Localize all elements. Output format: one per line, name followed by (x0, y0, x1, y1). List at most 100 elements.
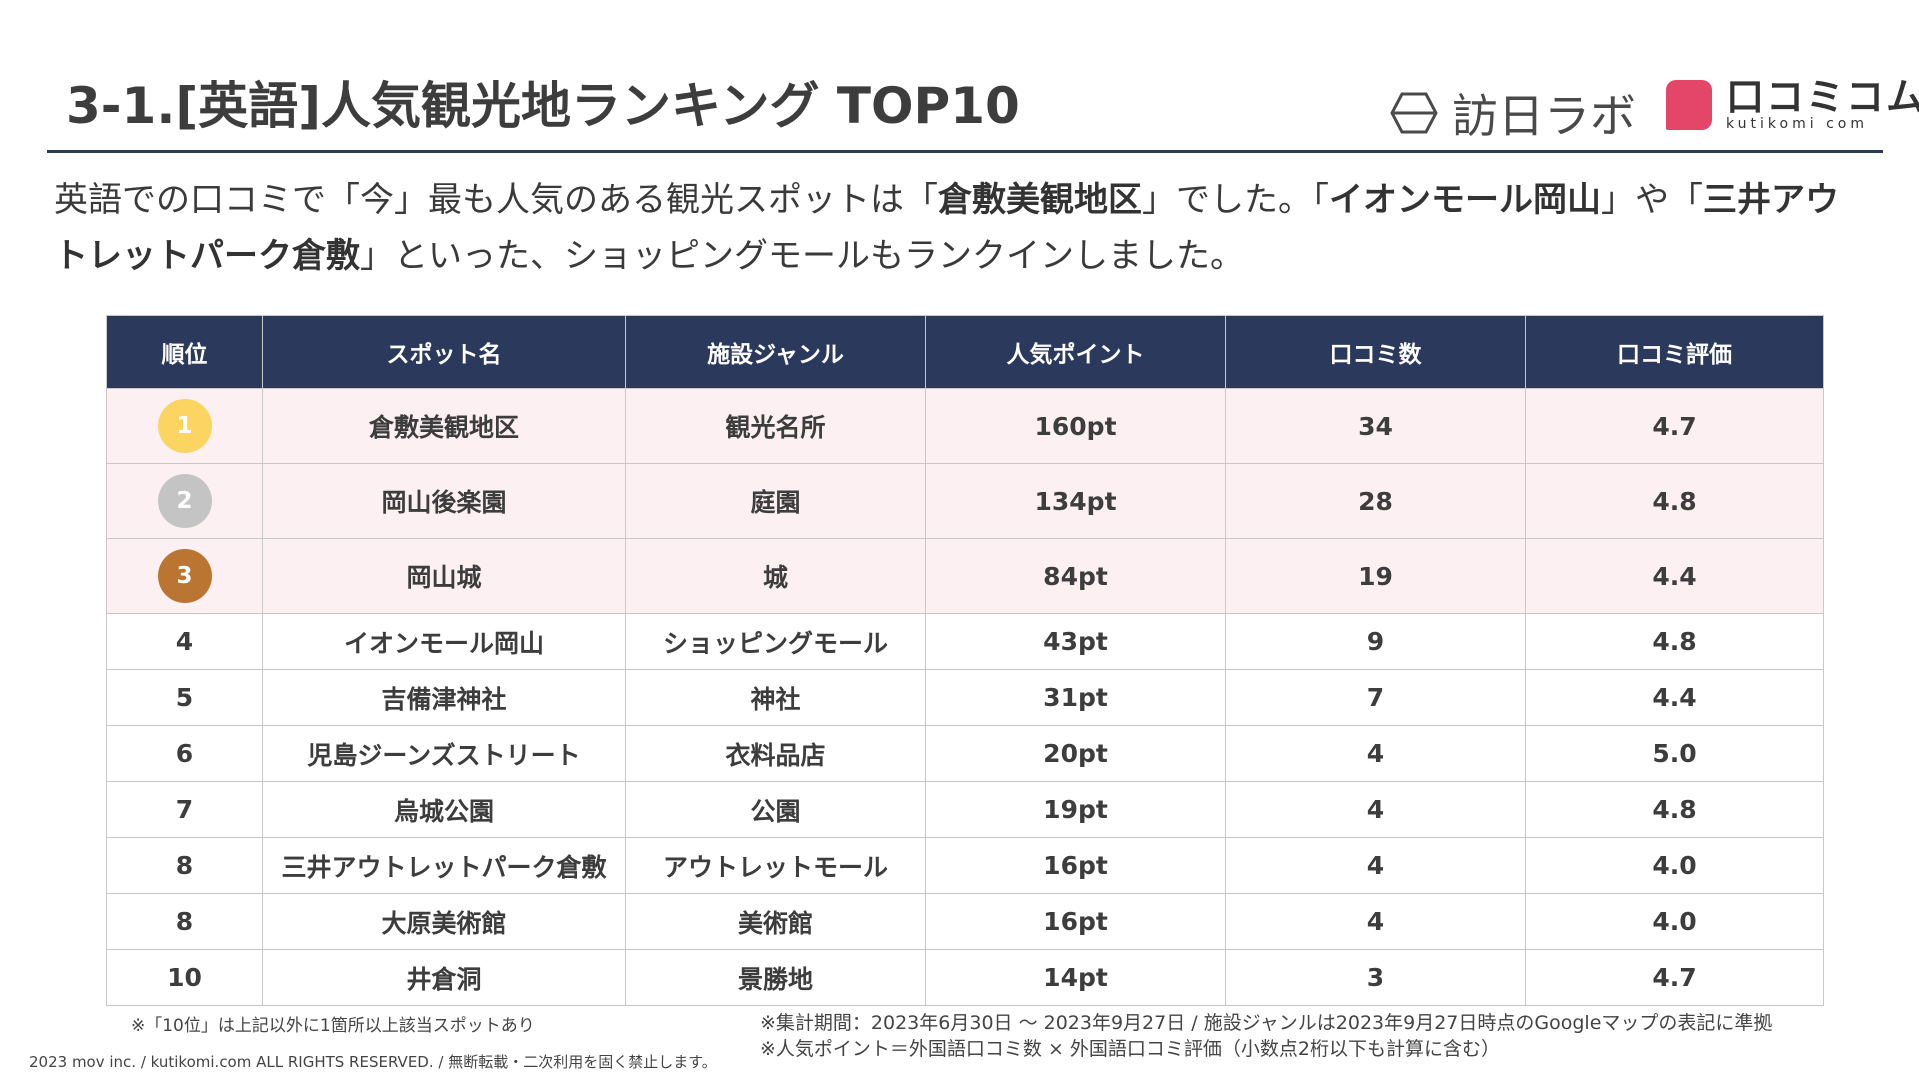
period-note: ※集計期間：2023年6月30日 〜 2023年9月27日 / 施設ジャンルは2… (760, 1012, 1773, 1034)
rating-cell: 4.4 (1525, 669, 1824, 726)
points-cell: 31pt (925, 669, 1226, 726)
rank-cell: 4 (106, 613, 263, 670)
spot-name-cell: 岡山後楽園 (262, 463, 626, 539)
gold-medal-badge: 1 (157, 399, 212, 453)
lead-text: 」や「 (1601, 180, 1703, 220)
points-cell: 19pt (925, 781, 1226, 838)
lead-highlight: 三井アウトレットパーク倉敷 (54, 180, 1839, 276)
review-count-cell: 4 (1225, 781, 1526, 838)
copyright-text: 2023 mov inc. / kutikomi.com ALL RIGHTS … (29, 1053, 717, 1071)
column-header-rank: 順位 (106, 315, 263, 389)
points-cell: 16pt (925, 837, 1226, 894)
points-cell: 134pt (925, 463, 1226, 539)
table-header-row: 順位 スポット名 施設ジャンル 人気ポイント 口コミ数 口コミ評価 (106, 315, 1824, 389)
spot-name-cell: 烏城公園 (262, 781, 626, 838)
lead-paragraph: 英語での口コミで「今」最も人気のある観光スポットは「倉敷美観地区」でした。「イオ… (54, 172, 1864, 284)
spot-name-cell: 吉備津神社 (262, 669, 626, 726)
review-count-cell: 3 (1225, 949, 1526, 1006)
methodology-notes: ※集計期間：2023年6月30日 〜 2023年9月27日 / 施設ジャンルは2… (760, 1010, 1772, 1062)
title-divider (47, 150, 1883, 153)
review-count-cell: 4 (1225, 725, 1526, 782)
rank-cell: 3 (106, 538, 263, 614)
lead-highlight: イオンモール岡山 (1329, 180, 1601, 220)
kuchikomi-com-logo: 口コミコム kutikomi com (1666, 78, 1919, 132)
genre-cell: 景勝地 (625, 949, 926, 1006)
spot-name-cell: 岡山城 (262, 538, 626, 614)
table-row: 7 烏城公園 公園 19pt 4 4.8 (106, 781, 1824, 838)
points-cell: 16pt (925, 893, 1226, 950)
points-cell: 20pt (925, 725, 1226, 782)
rank-cell: 8 (106, 893, 263, 950)
points-cell: 14pt (925, 949, 1226, 1006)
points-formula-note: ※人気ポイント＝外国語口コミ数 × 外国語口コミ評価（小数点2桁以下も計算に含む… (760, 1038, 1501, 1060)
review-count-cell: 34 (1225, 388, 1526, 464)
table-row: 4 イオンモール岡山 ショッピングモール 43pt 9 4.8 (106, 613, 1824, 670)
speech-bubble-icon (1666, 80, 1712, 130)
rank-tie-note: ※「10位」は上記以外に1箇所以上該当スポットあり (131, 1016, 535, 1036)
genre-cell: 庭園 (625, 463, 926, 539)
column-header-spot-name: スポット名 (262, 315, 626, 389)
rank-cell: 6 (106, 725, 263, 782)
points-cell: 160pt (925, 388, 1226, 464)
genre-cell: アウトレットモール (625, 837, 926, 894)
rating-cell: 4.8 (1525, 463, 1824, 539)
genre-cell: 衣料品店 (625, 725, 926, 782)
column-header-points: 人気ポイント (925, 315, 1226, 389)
table-row: 3 岡山城 城 84pt 19 4.4 (106, 538, 1824, 614)
review-count-cell: 4 (1225, 837, 1526, 894)
ranking-table: 順位 スポット名 施設ジャンル 人気ポイント 口コミ数 口コミ評価 1 倉敷美観… (106, 315, 1824, 1006)
rating-cell: 4.8 (1525, 613, 1824, 670)
table-row: 10 井倉洞 景勝地 14pt 3 4.7 (106, 949, 1824, 1006)
houjin-labo-logo-text: 訪日ラボ (1452, 89, 1636, 143)
review-count-cell: 4 (1225, 893, 1526, 950)
rating-cell: 4.8 (1525, 781, 1824, 838)
lead-text: 」といった、ショッピングモールもランクインしました。 (360, 236, 1244, 276)
spot-name-cell: 井倉洞 (262, 949, 626, 1006)
spot-name-cell: イオンモール岡山 (262, 613, 626, 670)
review-count-cell: 9 (1225, 613, 1526, 670)
kuchikomi-logo-main-text: 口コミコム (1726, 75, 1919, 119)
table-row: 1 倉敷美観地区 観光名所 160pt 34 4.7 (106, 388, 1824, 464)
table-row: 5 吉備津神社 神社 31pt 7 4.4 (106, 669, 1824, 726)
rank-cell: 10 (106, 949, 263, 1006)
rating-cell: 5.0 (1525, 725, 1824, 782)
houjin-labo-logo: 訪日ラボ (1390, 80, 1636, 146)
genre-cell: 観光名所 (625, 388, 926, 464)
bronze-medal-badge: 3 (157, 549, 212, 603)
points-cell: 43pt (925, 613, 1226, 670)
table-row: 2 岡山後楽園 庭園 134pt 28 4.8 (106, 463, 1824, 539)
hexagon-logo-icon (1390, 92, 1438, 134)
column-header-rating: 口コミ評価 (1525, 315, 1824, 389)
rank-cell: 1 (106, 388, 263, 464)
rating-cell: 4.7 (1525, 949, 1824, 1006)
column-header-genre: 施設ジャンル (625, 315, 926, 389)
spot-name-cell: 児島ジーンズストリート (262, 725, 626, 782)
spot-name-cell: 倉敷美観地区 (262, 388, 626, 464)
kuchikomi-logo-sub-text: kutikomi com (1726, 116, 1868, 132)
points-cell: 84pt (925, 538, 1226, 614)
rank-cell: 8 (106, 837, 263, 894)
rank-cell: 2 (106, 463, 263, 539)
rank-cell: 5 (106, 669, 263, 726)
page-title: 3-1.[英語]人気観光地ランキング TOP10 (66, 77, 1020, 135)
review-count-cell: 7 (1225, 669, 1526, 726)
table-row: 8 大原美術館 美術館 16pt 4 4.0 (106, 893, 1824, 950)
genre-cell: 城 (625, 538, 926, 614)
silver-medal-badge: 2 (157, 474, 212, 528)
rating-cell: 4.0 (1525, 837, 1824, 894)
column-header-review-count: 口コミ数 (1225, 315, 1526, 389)
rating-cell: 4.7 (1525, 388, 1824, 464)
lead-highlight: 倉敷美観地区 (938, 180, 1142, 220)
lead-text: 」でした。「 (1142, 180, 1329, 220)
table-row: 6 児島ジーンズストリート 衣料品店 20pt 4 5.0 (106, 725, 1824, 782)
review-count-cell: 19 (1225, 538, 1526, 614)
genre-cell: ショッピングモール (625, 613, 926, 670)
genre-cell: 美術館 (625, 893, 926, 950)
table-row: 8 三井アウトレットパーク倉敷 アウトレットモール 16pt 4 4.0 (106, 837, 1824, 894)
rating-cell: 4.0 (1525, 893, 1824, 950)
spot-name-cell: 大原美術館 (262, 893, 626, 950)
genre-cell: 公園 (625, 781, 926, 838)
rank-cell: 7 (106, 781, 263, 838)
review-count-cell: 28 (1225, 463, 1526, 539)
rating-cell: 4.4 (1525, 538, 1824, 614)
